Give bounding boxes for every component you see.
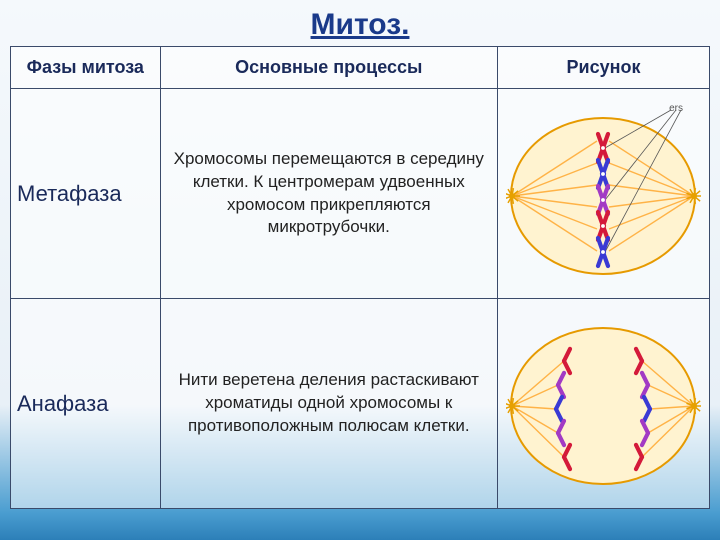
figure-cell-metaphase: ers [497,89,709,299]
col-header-phase: Фазы митоза [11,47,161,89]
col-header-figure: Рисунок [497,47,709,89]
anaphase-svg [506,311,701,496]
table-row: Метафаза Хромосомы перемещаются в середи… [11,89,710,299]
figure-cell-anaphase [497,299,709,509]
process-text-anaphase: Нити веретена деления растаскивают хрома… [160,299,497,509]
phase-name-anaphase: Анафаза [11,299,161,509]
metaphase-svg [506,101,701,286]
header-row: Фазы митоза Основные процессы Рисунок [11,47,710,89]
metaphase-diagram: ers [506,101,701,286]
phase-name-metaphase: Метафаза [11,89,161,299]
page-title: Митоз. [0,0,720,46]
process-text-metaphase: Хромосомы перемещаются в середину клетки… [160,89,497,299]
mitosis-table: Фазы митоза Основные процессы Рисунок Ме… [10,46,710,509]
anaphase-diagram [506,311,701,496]
table-row: Анафаза Нити веретена деления растаскива… [11,299,710,509]
col-header-process: Основные процессы [160,47,497,89]
annotation-label: ers [669,103,683,114]
